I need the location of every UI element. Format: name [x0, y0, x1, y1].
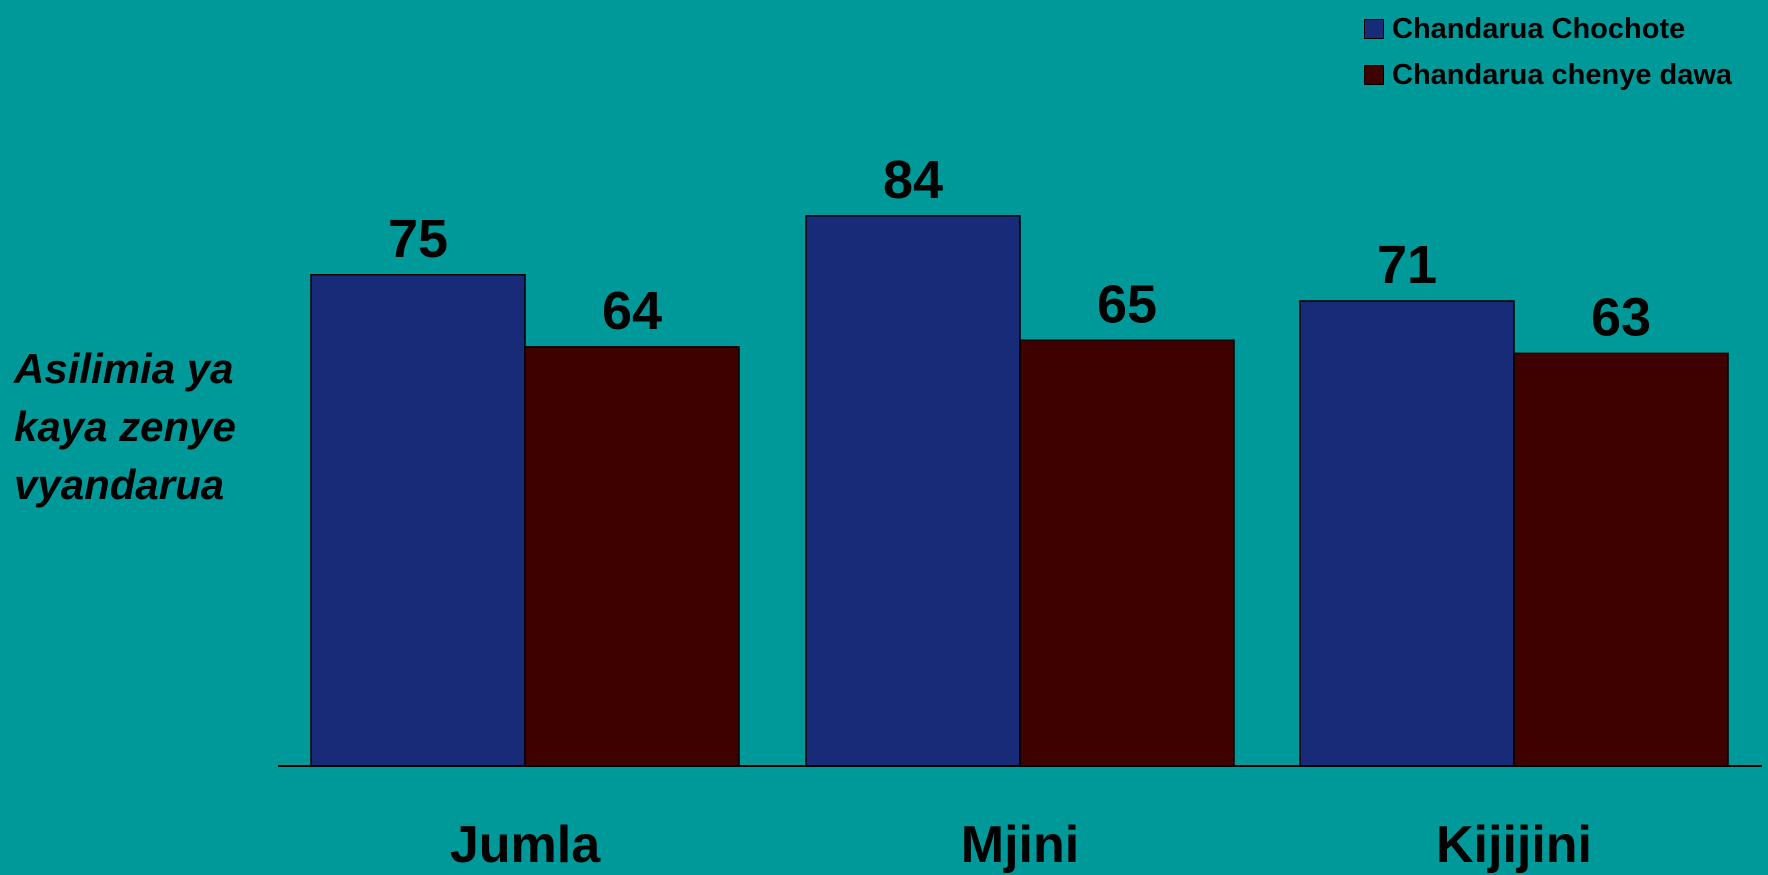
legend-swatch — [1364, 65, 1384, 85]
data-label: 63 — [1591, 287, 1651, 347]
bar — [310, 274, 526, 767]
legend-item-chenye-dawa: Chandarua chenye dawa — [1364, 52, 1732, 98]
y-axis-label-line: kaya zenye — [14, 403, 236, 450]
y-axis-label: Asilimia ya kaya zenye vyandarua — [14, 340, 274, 514]
x-tick-label: Jumla — [450, 816, 601, 874]
data-label: 64 — [602, 281, 662, 341]
x-tick-label: Kijijini — [1436, 816, 1592, 874]
data-label: 84 — [883, 150, 943, 210]
legend-label: Chandarua Chochote — [1392, 12, 1686, 45]
legend-label: Chandarua chenye dawa — [1392, 58, 1733, 91]
y-axis-label-line: Asilimia ya — [14, 345, 234, 392]
bar — [1019, 339, 1235, 767]
bar — [1299, 300, 1515, 767]
data-label: 65 — [1097, 274, 1157, 334]
bar — [1513, 352, 1729, 767]
legend-item-chochote: Chandarua Chochote — [1364, 6, 1732, 52]
data-label: 71 — [1377, 235, 1437, 295]
x-tick-label: Mjini — [961, 816, 1079, 874]
bar — [524, 346, 740, 767]
legend-swatch — [1364, 19, 1384, 39]
bar — [805, 215, 1021, 767]
y-axis-label-line: vyandarua — [14, 461, 225, 508]
legend: Chandarua Chochote Chandarua chenye dawa — [1364, 6, 1732, 98]
data-label: 75 — [388, 209, 448, 269]
